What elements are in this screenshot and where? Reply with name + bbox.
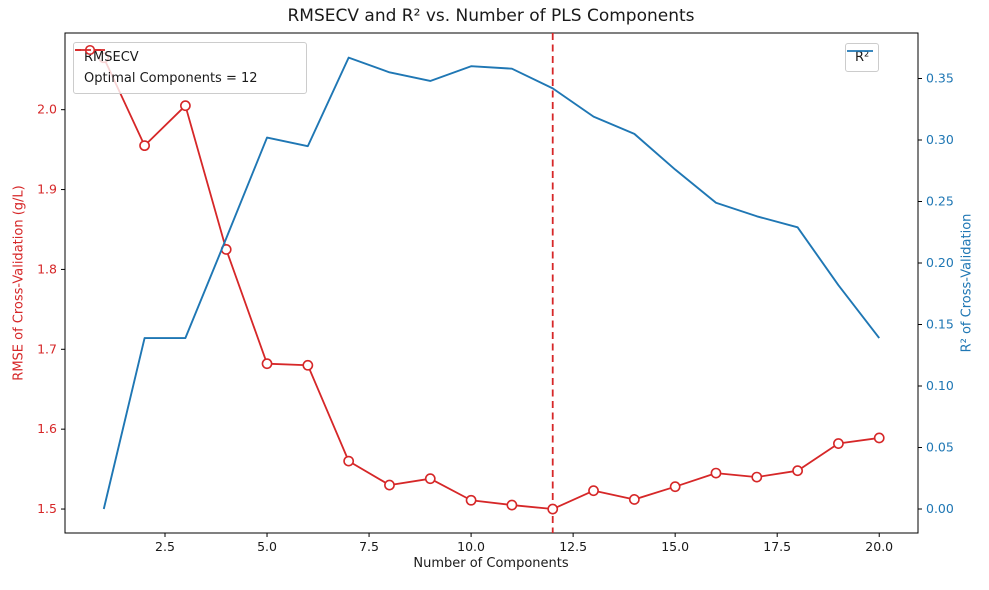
x-tick-label: 20.0 (865, 539, 893, 554)
right-tick-label: 0.35 (926, 71, 954, 86)
left-tick-label: 1.8 (37, 261, 57, 276)
legend-left: RMSECV Optimal Components = 12 (73, 42, 307, 94)
rmsecv-marker (384, 479, 395, 491)
x-tick-label: 12.5 (559, 539, 587, 554)
blue-line-icon (847, 50, 873, 52)
rmsecv-marker (139, 140, 150, 152)
left-tick-label: 1.6 (37, 421, 57, 436)
right-axis-label: R² of Cross-Validation (959, 213, 975, 353)
rmsecv-marker (833, 438, 844, 449)
rmsecv-marker (302, 359, 314, 371)
x-tick-label: 10.0 (457, 539, 485, 554)
right-axis-ticks: 0.00 0.05 0.10 0.15 0.20 0.25 0.30 0.35 (918, 71, 954, 516)
axes-frame (64, 32, 919, 534)
right-tick-label: 0.20 (926, 255, 954, 270)
rmsecv-marker (343, 455, 355, 467)
legend-label-rmsecv: RMSECV (84, 50, 139, 65)
rmsecv-marker (710, 467, 722, 479)
right-tick-label: 0.30 (926, 132, 954, 147)
chart-title: RMSECV and R² vs. Number of PLS Componen… (287, 6, 695, 26)
x-tick-label: 5.0 (257, 539, 277, 554)
right-tick-label: 0.10 (926, 378, 954, 393)
left-tick-label: 2.0 (37, 102, 57, 117)
left-tick-label: 1.5 (37, 501, 57, 516)
x-tick-label: 2.5 (155, 539, 175, 554)
left-axis-ticks: 1.5 1.6 1.7 1.8 1.9 2.0 (37, 102, 65, 516)
right-tick-label: 0.15 (926, 317, 954, 332)
rmsecv-markers (98, 52, 885, 515)
rmsecv-marker (547, 503, 559, 515)
left-tick-label: 1.9 (37, 182, 57, 197)
x-tick-label: 7.5 (359, 539, 379, 554)
legend-item-r2: R² (847, 47, 873, 68)
left-axis-label: RMSE of Cross-Validation (g/L) (11, 185, 27, 381)
rmsecv-marker (792, 465, 804, 477)
right-tick-label: 0.00 (926, 501, 954, 516)
dashed-line-icon (75, 49, 105, 51)
rmsecv-marker (424, 473, 436, 485)
rmsecv-line (102, 57, 880, 510)
rmsecv-marker (179, 100, 191, 112)
x-tick-label: 17.5 (763, 539, 791, 554)
legend-label-r2: R² (855, 50, 870, 65)
left-tick-label: 1.7 (37, 341, 57, 356)
right-tick-label: 0.25 (926, 194, 954, 209)
rmsecv-marker (669, 481, 681, 493)
legend-item-rmsecv: RMSECV (75, 44, 296, 68)
rmsecv-marker (465, 494, 477, 506)
legend-right: R² (845, 43, 880, 72)
legend-label-optimal-components: Optimal Components = 12 (84, 71, 258, 86)
rmsecv-marker (506, 499, 518, 511)
legend-item-optimal-components: Optimal Components = 12 (75, 49, 296, 89)
x-axis-ticks: 2.5 5.0 7.5 10.0 12.5 15.0 17.5 20.0 (155, 533, 893, 554)
r2-line (102, 56, 880, 510)
rmsecv-marker (873, 432, 885, 444)
rmsecv-marker (588, 485, 599, 497)
x-axis-label: Number of Components (413, 556, 569, 571)
rmsecv-marker (751, 471, 763, 483)
rmsecv-marker (261, 358, 273, 370)
right-tick-label: 0.05 (926, 440, 954, 455)
rmsecv-marker (628, 494, 640, 505)
x-tick-label: 15.0 (661, 539, 689, 554)
